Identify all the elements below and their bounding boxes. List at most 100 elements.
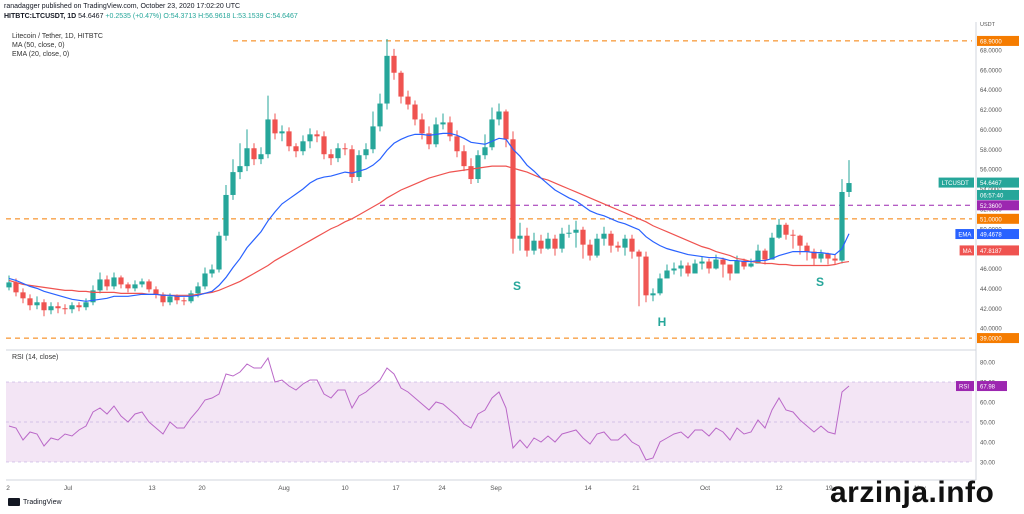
- price-tick-label: 68.0000: [980, 48, 1002, 54]
- symbol-label: HITBTC:LTCUSDT, 1D: [4, 13, 77, 20]
- candle-body: [132, 284, 138, 289]
- candle-body: [440, 122, 446, 125]
- candle-body: [405, 96, 411, 105]
- candle-body: [783, 224, 789, 235]
- candle-body: [69, 305, 75, 310]
- candle-body: [160, 294, 166, 303]
- candle-body: [83, 302, 89, 308]
- axis-price-value: 51.0000: [980, 217, 1002, 223]
- candle-body: [167, 296, 173, 303]
- candle-body: [657, 278, 663, 294]
- candle-body: [727, 264, 733, 274]
- candle-body: [552, 238, 558, 249]
- price-axis-unit: USDT: [980, 22, 996, 28]
- candle-body: [272, 119, 278, 134]
- candle-body: [447, 122, 453, 137]
- time-tick-label: 19: [825, 485, 833, 492]
- axis-price-value: 06:57:40: [980, 193, 1004, 199]
- candle-body: [20, 292, 26, 299]
- candle-body: [307, 134, 313, 142]
- candle-body: [692, 263, 698, 274]
- candle-body: [643, 256, 649, 296]
- ma-legend[interactable]: MA (50, close, 0): [12, 42, 65, 49]
- price-tick-label: 52.0000: [980, 207, 1002, 213]
- candle-body: [650, 293, 656, 296]
- candle-body: [34, 302, 40, 306]
- candle-body: [139, 281, 145, 285]
- candle-body: [377, 103, 383, 127]
- candle-body: [97, 279, 103, 291]
- axis-series-tag: [938, 177, 974, 188]
- candle-body: [608, 233, 614, 246]
- candle-body: [664, 270, 670, 279]
- rsi-tick-label: 80.00: [980, 361, 996, 367]
- candle-body: [13, 282, 19, 293]
- time-tick-label: 24: [438, 485, 446, 492]
- candle-body: [454, 136, 460, 152]
- time-tick-label: 13: [148, 485, 156, 492]
- open-value: O:54.3713: [163, 13, 197, 20]
- candle-body: [790, 234, 796, 236]
- candle-body: [384, 55, 390, 104]
- axis-series-tag: [955, 229, 974, 240]
- candle-body: [559, 233, 565, 249]
- candle-body: [531, 240, 537, 251]
- candle-body: [293, 146, 299, 152]
- candle-body: [622, 238, 628, 248]
- candle-body: [818, 253, 824, 259]
- time-tick-label: Oct: [700, 485, 710, 492]
- time-tick-label: 10: [341, 485, 349, 492]
- candle-body: [342, 148, 348, 150]
- candle-body: [748, 263, 754, 267]
- candle-body: [573, 229, 579, 233]
- candle-body: [412, 104, 418, 120]
- axis-price-value: 54.6467: [980, 181, 1002, 187]
- candle-body: [118, 277, 124, 285]
- candle-body: [636, 251, 642, 257]
- head-label: H: [658, 315, 667, 329]
- ema-legend[interactable]: EMA (20, close, 0): [12, 51, 70, 58]
- candle-body: [832, 258, 838, 261]
- candle-body: [62, 308, 68, 310]
- axis-price-tag: [977, 35, 1019, 46]
- candle-body: [566, 232, 572, 234]
- candle-body: [594, 238, 600, 256]
- time-tick-label: Aug: [278, 485, 290, 492]
- candle-body: [6, 282, 12, 288]
- candle-body: [349, 149, 355, 178]
- candle-body: [146, 281, 152, 290]
- candle-body: [755, 250, 761, 264]
- candle-body: [286, 131, 292, 147]
- candle-body: [713, 259, 719, 269]
- axis-series-label: EMA: [958, 233, 971, 239]
- candle-body: [538, 240, 544, 249]
- axis-price-value: 52.3600: [980, 204, 1002, 210]
- axis-price-tag: [977, 333, 1019, 344]
- axis-price-value: 47.8187: [980, 249, 1002, 255]
- candle-body: [153, 289, 159, 295]
- close-value: C:54.6467: [265, 13, 298, 20]
- time-tick-label: Jul: [64, 485, 73, 492]
- rsi-tick-label: 30.00: [980, 461, 996, 467]
- tradingview-logo-text: TradingView: [23, 498, 62, 506]
- candle-body: [601, 233, 607, 239]
- candle-body: [27, 298, 33, 306]
- candle-body: [55, 306, 61, 309]
- axis-price-tag: [977, 245, 1019, 256]
- last-price: 54.6467: [78, 13, 104, 20]
- rsi-value-tag: [977, 381, 1007, 392]
- candle-body: [797, 235, 803, 246]
- candle-body: [370, 126, 376, 150]
- time-tick-label: Nov: [914, 485, 926, 492]
- rsi-value: 67.98: [980, 385, 996, 391]
- ema-line: [8, 132, 850, 302]
- candle-body: [706, 261, 712, 269]
- candle-body: [762, 250, 768, 260]
- time-tick-label: Sep: [490, 485, 502, 492]
- candle-body: [517, 235, 523, 239]
- candle-body: [510, 139, 516, 239]
- candle-body: [419, 119, 425, 134]
- time-tick-label: 21: [632, 485, 640, 492]
- candle-body: [41, 302, 47, 311]
